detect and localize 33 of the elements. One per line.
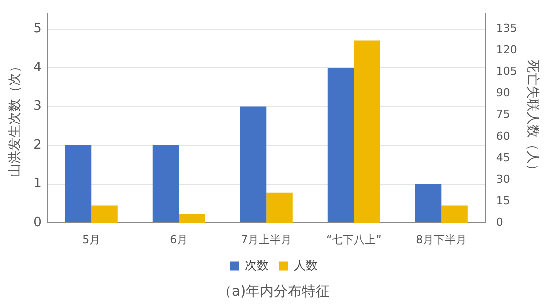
y2-tick-label: 15 (496, 194, 510, 208)
y-tick-label: 1 (34, 176, 42, 192)
y-tick-label: 2 (34, 138, 42, 153)
legend-label: 次数 (245, 258, 269, 272)
x-tick-label: 6月 (170, 233, 188, 246)
bar (266, 192, 293, 223)
x-tick-label: “七下八上” (326, 233, 382, 246)
y2-tick-label: 120 (496, 44, 518, 57)
legend-label: 人数 (294, 258, 318, 272)
y-tick-label: 0 (34, 215, 42, 230)
y2-tick-label: 0 (496, 216, 504, 229)
bar (152, 146, 180, 222)
bar (415, 184, 442, 222)
y2-tick-label: 75 (496, 108, 510, 122)
x-tick-label: 8月下半月 (416, 233, 468, 246)
bar (65, 146, 92, 222)
y2-tick-label: 45 (496, 151, 510, 164)
y-tick-label: 5 (34, 22, 42, 37)
x-tick-label: 7月上半月 (241, 233, 292, 246)
y2-tick-label: 90 (496, 86, 510, 100)
bar (179, 214, 206, 223)
y2-tick-label: 135 (496, 22, 518, 36)
y-tick-label: 4 (34, 60, 42, 76)
x-tick-label: 5月 (82, 233, 101, 246)
y-tick-label: 3 (34, 99, 42, 114)
bar (92, 206, 118, 223)
y2-tick-label: 105 (496, 65, 518, 78)
text: （a)年内分布特征 (218, 284, 330, 300)
y2-tick-label: 60 (496, 130, 510, 143)
y2-axis-title: 死亡失联人数（人） (524, 60, 541, 177)
y-axis-title: 山洪发生次数（次） (8, 60, 24, 177)
bar (240, 106, 267, 222)
y2-tick-label: 30 (496, 172, 510, 186)
